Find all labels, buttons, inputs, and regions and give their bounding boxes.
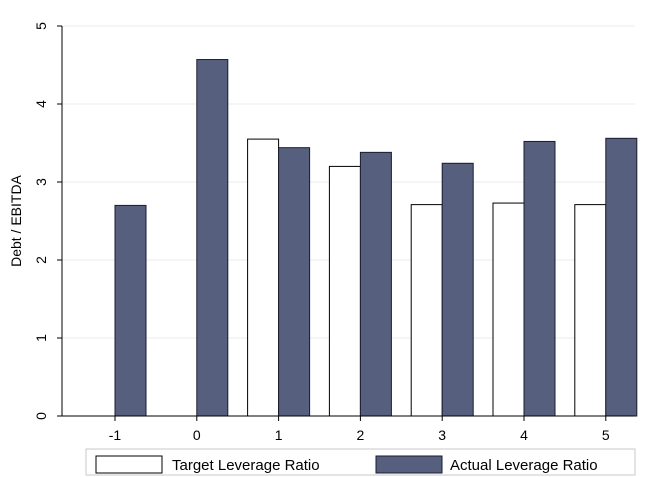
x-tick-label: 2	[357, 427, 365, 443]
target-leverage-bar	[574, 204, 607, 417]
legend-box	[85, 448, 636, 476]
legend-swatch	[375, 455, 443, 474]
actual-leverage-bar	[523, 140, 556, 417]
y-axis-label: Debt / EBITDA	[8, 174, 24, 266]
y-tick-label: 5	[33, 22, 49, 30]
target-leverage-bar	[247, 138, 280, 417]
x-tick-label: 5	[602, 427, 610, 443]
actual-leverage-bar	[605, 137, 638, 417]
actual-leverage-bar	[278, 147, 311, 417]
x-axis-ticks: -1 0 1 2 3 4 5	[109, 416, 610, 443]
target-leverage-bar	[492, 202, 525, 417]
y-tick-label: 4	[33, 100, 49, 108]
y-axis-ticks: 0 1 2 3 4 5	[33, 22, 62, 420]
y-tick-label: 3	[33, 178, 49, 186]
x-tick-label: -1	[109, 427, 122, 443]
y-tick-label: 2	[33, 256, 49, 264]
x-tick-label: 4	[520, 427, 528, 443]
target-leverage-bar	[410, 204, 443, 417]
legend-label: Target Leverage Ratio	[172, 457, 320, 474]
y-tick-label: 1	[33, 334, 49, 342]
bars	[114, 59, 638, 417]
actual-leverage-bar	[114, 204, 147, 417]
actual-leverage-bar	[359, 151, 392, 417]
x-tick-label: 1	[275, 427, 283, 443]
y-tick-label: 0	[33, 412, 49, 420]
actual-leverage-bar	[196, 59, 229, 417]
x-tick-label: 3	[438, 427, 446, 443]
legend-label: Actual Leverage Ratio	[450, 457, 598, 474]
x-tick-label: 0	[193, 427, 201, 443]
legend-swatch	[95, 455, 163, 474]
legend: Target Leverage Ratio Actual Leverage Rat…	[95, 455, 598, 474]
actual-leverage-bar	[441, 162, 474, 417]
target-leverage-bar	[328, 165, 361, 417]
